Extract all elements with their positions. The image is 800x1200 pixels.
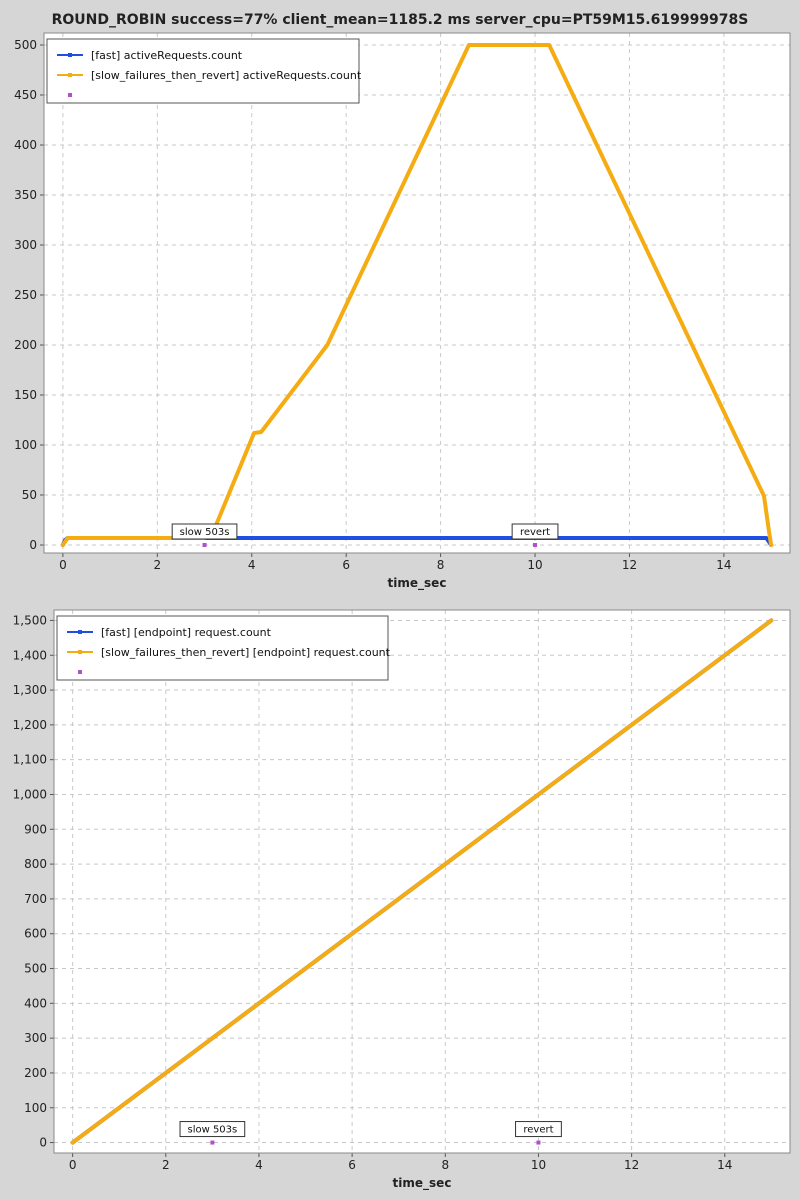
x-tick-label: 6 xyxy=(342,558,350,572)
y-tick-label: 800 xyxy=(24,857,47,871)
annotation-marker xyxy=(202,543,207,547)
x-tick-label: 12 xyxy=(624,1158,639,1172)
y-tick-label: 500 xyxy=(24,962,47,976)
annotation-box xyxy=(511,523,559,540)
x-tick-label: 10 xyxy=(527,558,542,572)
x-tick-label: 8 xyxy=(437,558,445,572)
x-tick-label: 6 xyxy=(348,1158,356,1172)
y-tick-label: 100 xyxy=(24,1101,47,1115)
y-tick-label: 300 xyxy=(24,1031,47,1045)
x-axis-label: time_sec xyxy=(393,1176,452,1191)
chart-panel-1: 0 2 4 6 8 10 12 14 0 50 100 150 200 250 300 350 400 450 50… xyxy=(14,32,791,591)
legend-swatch-marker xyxy=(78,670,82,674)
x-tick-label: 0 xyxy=(59,558,67,572)
x-tick-label: 10 xyxy=(531,1158,546,1172)
annotation-box xyxy=(171,523,238,540)
annotation-label: slow 503s xyxy=(180,527,230,538)
y-tick-label: 350 xyxy=(14,188,37,202)
x-tick-label: 14 xyxy=(717,1158,732,1172)
y-tick-label: 200 xyxy=(24,1066,47,1080)
y-tick-label: 500 xyxy=(14,38,37,52)
annotation-box xyxy=(515,1121,562,1138)
y-tick-label: 250 xyxy=(14,288,37,302)
legend-box xyxy=(46,38,360,104)
plot-border xyxy=(53,609,791,1154)
x-tick-label: 2 xyxy=(153,558,161,572)
y-tick-label: 400 xyxy=(14,138,37,152)
annotation-label: slow 503s xyxy=(187,1125,237,1136)
y-tick-label: 300 xyxy=(14,238,37,252)
legend-swatch-marker xyxy=(68,53,72,57)
y-tick-label: 1,200 xyxy=(13,718,47,732)
y-tick-label: 1,400 xyxy=(13,648,47,662)
y-tick-label: 400 xyxy=(24,996,47,1010)
annotation-marker xyxy=(533,543,538,547)
y-tick-label: 100 xyxy=(14,438,37,452)
x-tick-label: 0 xyxy=(69,1158,77,1172)
series-line-slow xyxy=(70,618,774,1145)
legend-label: [slow_failures_then_revert] [endpoint] r… xyxy=(101,646,391,659)
y-tick-label: 900 xyxy=(24,822,47,836)
annotation-marker xyxy=(536,1140,541,1145)
y-tick-label: 1,000 xyxy=(13,787,47,801)
y-tick-label: 1,300 xyxy=(13,683,47,697)
y-tick-label: 1,500 xyxy=(13,613,47,627)
plot-area xyxy=(44,33,790,553)
x-tick-label: 4 xyxy=(255,1158,263,1172)
chart-panel-2: 0 2 4 6 8 10 12 14 0 100 200 300 400 500 600 700 800 900 1… xyxy=(13,609,791,1191)
y-tick-label: 0 xyxy=(29,538,37,552)
x-tick-label: 12 xyxy=(622,558,637,572)
y-tick-label: 200 xyxy=(14,338,37,352)
x-tick-label: 14 xyxy=(716,558,731,572)
y-tick-label: 700 xyxy=(24,892,47,906)
y-tick-label: 600 xyxy=(24,927,47,941)
y-tick-label: 0 xyxy=(39,1136,47,1150)
annotation-box xyxy=(179,1121,246,1138)
legend-label: [slow_failures_then_revert] activeReques… xyxy=(91,69,362,82)
x-tick-label: 8 xyxy=(441,1158,449,1172)
x-tick-label: 2 xyxy=(162,1158,170,1172)
legend-swatch-marker xyxy=(68,93,72,97)
legend-swatch-marker xyxy=(78,630,82,634)
y-tick-label: 150 xyxy=(14,388,37,402)
annotation-label: revert xyxy=(523,1125,553,1136)
legend-swatch-marker xyxy=(78,650,82,654)
plot-border xyxy=(43,32,791,554)
chart-title: ROUND_ROBIN success=77% client_mean=1185… xyxy=(51,12,749,28)
x-tick-label: 4 xyxy=(248,558,256,572)
legend-label: [fast] activeRequests.count xyxy=(91,49,243,62)
legend-box xyxy=(56,615,389,681)
legend-swatch-marker xyxy=(68,73,72,77)
y-tick-label: 450 xyxy=(14,88,37,102)
y-tick-label: 50 xyxy=(22,488,37,502)
x-axis-label: time_sec xyxy=(388,576,447,591)
legend-label: [fast] [endpoint] request.count xyxy=(101,626,272,639)
annotation-marker xyxy=(210,1140,215,1145)
annotation-label: revert xyxy=(520,527,550,538)
y-tick-label: 1,100 xyxy=(13,753,47,767)
